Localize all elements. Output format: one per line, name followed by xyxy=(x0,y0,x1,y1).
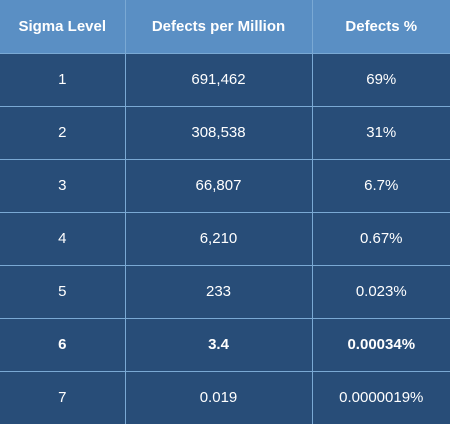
cell-sigma-level: 1 xyxy=(0,52,126,107)
cell-defects-per-million: 0.019 xyxy=(124,370,313,424)
cell-defects-percent: 0.67% xyxy=(311,211,450,266)
cell-defects-per-million: 308,538 xyxy=(124,105,313,160)
table-row: 3 66,807 6.7% xyxy=(0,158,450,213)
cell-sigma-level: 5 xyxy=(0,264,126,319)
cell-defects-percent: 6.7% xyxy=(311,158,450,213)
cell-defects-percent: 31% xyxy=(311,105,450,160)
cell-defects-per-million: 3.4 xyxy=(124,317,313,372)
table-row: 5 233 0.023% xyxy=(0,264,450,319)
cell-defects-per-million: 6,210 xyxy=(124,211,313,266)
table-header: Sigma Level Defects per Million Defects … xyxy=(0,0,450,54)
cell-sigma-level: 4 xyxy=(0,211,126,266)
table-row: 4 6,210 0.67% xyxy=(0,211,450,266)
cell-defects-per-million: 233 xyxy=(124,264,313,319)
table-body: 1 691,462 69% 2 308,538 31% 3 66,807 6.7… xyxy=(0,52,450,424)
cell-defects-percent: 0.00034% xyxy=(311,317,450,372)
table-row: 2 308,538 31% xyxy=(0,105,450,160)
header-defects-per-million: Defects per Million xyxy=(124,0,313,54)
cell-defects-percent: 69% xyxy=(311,52,450,107)
header-sigma-level: Sigma Level xyxy=(0,0,126,54)
cell-sigma-level: 6 xyxy=(0,317,126,372)
header-defects-percent: Defects % xyxy=(311,0,450,54)
table-row-highlighted: 6 3.4 0.00034% xyxy=(0,317,450,372)
cell-defects-percent: 0.0000019% xyxy=(311,370,450,424)
table-row: 1 691,462 69% xyxy=(0,52,450,107)
cell-defects-percent: 0.023% xyxy=(311,264,450,319)
cell-sigma-level: 2 xyxy=(0,105,126,160)
cell-defects-per-million: 66,807 xyxy=(124,158,313,213)
table-row: 7 0.019 0.0000019% xyxy=(0,370,450,424)
cell-sigma-level: 3 xyxy=(0,158,126,213)
cell-sigma-level: 7 xyxy=(0,370,126,424)
cell-defects-per-million: 691,462 xyxy=(124,52,313,107)
header-row: Sigma Level Defects per Million Defects … xyxy=(0,0,450,54)
